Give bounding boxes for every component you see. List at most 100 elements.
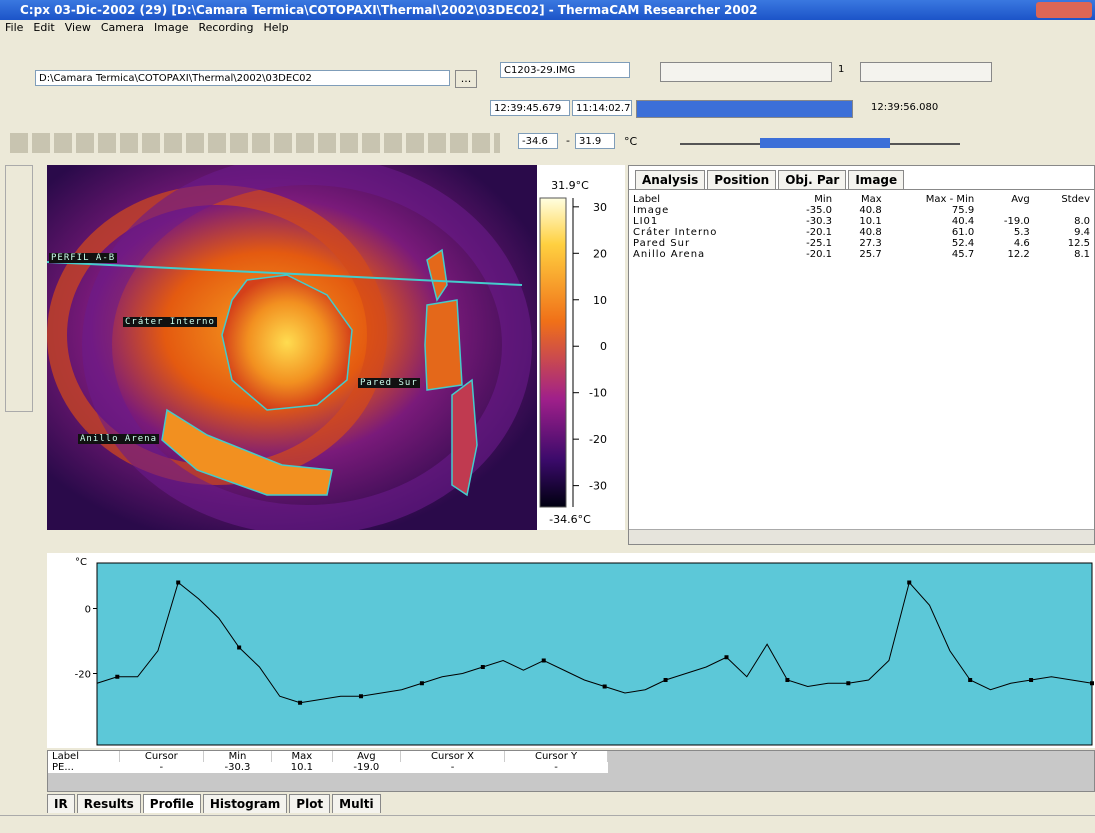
- table-cell: -19.0: [978, 216, 1034, 227]
- table-cell: 52.4: [886, 238, 979, 249]
- step-value: 1: [838, 64, 844, 75]
- menu-bar: File Edit View Camera Image Recording Help: [0, 20, 1095, 36]
- menu-item[interactable]: Edit: [33, 21, 54, 34]
- table-cell: -20.1: [780, 249, 836, 260]
- menu-item[interactable]: Help: [264, 21, 289, 34]
- table-cell: PE...: [48, 762, 119, 773]
- analysis-tab[interactable]: Obj. Par: [778, 170, 846, 189]
- table-cell: 10.1: [836, 216, 886, 227]
- main-toolbar[interactable]: [10, 133, 500, 153]
- table-cell: 40.8: [836, 205, 886, 216]
- table-cell: 61.0: [886, 227, 979, 238]
- profile-point: [1090, 681, 1094, 685]
- status-bar: [0, 815, 1095, 833]
- profile-point: [603, 685, 607, 689]
- table-cell: 12.5: [1034, 238, 1094, 249]
- profile-point: [664, 678, 668, 682]
- menu-item[interactable]: File: [5, 21, 23, 34]
- window-controls[interactable]: [1036, 2, 1092, 18]
- range-max[interactable]: 31.9: [575, 133, 615, 149]
- color-bar: [540, 198, 566, 507]
- profile-table-panel: LabelCursorMinMaxAvgCursor XCursor YPE..…: [47, 750, 1095, 792]
- table-cell: 4.6: [978, 238, 1034, 249]
- table-cell: -30.3: [780, 216, 836, 227]
- header-cell: Cursor X: [400, 751, 504, 762]
- time-slider[interactable]: [636, 100, 853, 118]
- y-tick-label: 0: [85, 605, 91, 616]
- table-cell: Cráter Interno: [629, 227, 780, 238]
- playback-controls[interactable]: [660, 62, 832, 82]
- analysis-tab[interactable]: Image: [848, 170, 904, 189]
- view-tab[interactable]: IR: [47, 794, 75, 813]
- table-cell: -35.0: [780, 205, 836, 216]
- menu-item[interactable]: Recording: [198, 21, 253, 34]
- view-tab[interactable]: Multi: [332, 794, 380, 813]
- file-field[interactable]: C1203-29.IMG: [500, 62, 630, 78]
- table-cell: 10.1: [271, 762, 332, 773]
- browse-button[interactable]: ...: [455, 70, 477, 88]
- analysis-tab[interactable]: Analysis: [635, 170, 705, 189]
- image-label: PERFIL A-B: [49, 253, 117, 263]
- table-cell: -: [400, 762, 504, 773]
- table-cell: 25.7: [836, 249, 886, 260]
- left-toolbar[interactable]: [5, 165, 33, 412]
- header-cell: Avg: [332, 751, 400, 762]
- analysis-tab[interactable]: Position: [707, 170, 776, 189]
- profile-point: [237, 646, 241, 650]
- window-title: C:px 03-Dic-2002 (29) [D:\Camara Termica…: [0, 0, 1095, 20]
- view-tab[interactable]: Profile: [143, 794, 201, 813]
- table-cell: -30.3: [203, 762, 271, 773]
- table-cell: [1034, 205, 1094, 216]
- path-field[interactable]: D:\Camara Termica\COTOPAXI\Thermal\2002\…: [35, 70, 450, 86]
- app-window: C:px 03-Dic-2002 (29) [D:\Camara Termica…: [0, 0, 1095, 832]
- menu-item[interactable]: View: [65, 21, 91, 34]
- header-cell: Stdev: [1034, 194, 1094, 205]
- time-end: 12:39:56.080: [868, 100, 940, 116]
- view-tab[interactable]: Plot: [289, 794, 330, 813]
- table-cell: -: [119, 762, 203, 773]
- profile-point: [846, 681, 850, 685]
- table-cell: 40.8: [836, 227, 886, 238]
- image-tools[interactable]: [860, 62, 992, 82]
- table-cell: -25.1: [780, 238, 836, 249]
- table-cell: Anillo Arena: [629, 249, 780, 260]
- y-axis-label: °C: [75, 557, 87, 568]
- y-tick-label: -20: [75, 670, 91, 681]
- range-unit: °C: [624, 135, 637, 148]
- scale-tick-label: 10: [593, 294, 607, 307]
- scale-tick-label: -20: [589, 433, 607, 446]
- range-min[interactable]: -34.6: [518, 133, 558, 149]
- menu-item[interactable]: Camera: [101, 21, 144, 34]
- time-start: 12:39:45.679: [490, 100, 570, 116]
- view-tab[interactable]: Results: [77, 794, 141, 813]
- range-slider-fill: [760, 138, 890, 148]
- table-cell: 12.2: [978, 249, 1034, 260]
- scrollbar[interactable]: [629, 529, 1094, 544]
- header-cell: Max: [271, 751, 332, 762]
- profile-point: [907, 581, 911, 585]
- header-cell: Avg: [978, 194, 1034, 205]
- table-cell: [978, 205, 1034, 216]
- scale-tick-label: -10: [589, 387, 607, 400]
- profile-point: [298, 701, 302, 705]
- table-cell: 75.9: [886, 205, 979, 216]
- profile-point: [420, 681, 424, 685]
- scale-tick-label: 0: [600, 340, 607, 353]
- profile-point: [115, 675, 119, 679]
- menu-item[interactable]: Image: [154, 21, 188, 34]
- header-cell: Min: [780, 194, 836, 205]
- header-cell: Max - Min: [886, 194, 979, 205]
- time-current: 11:14:02.750: [572, 100, 632, 116]
- profile-point: [176, 581, 180, 585]
- view-tab[interactable]: Histogram: [203, 794, 287, 813]
- profile-table: LabelCursorMinMaxAvgCursor XCursor YPE..…: [48, 751, 608, 773]
